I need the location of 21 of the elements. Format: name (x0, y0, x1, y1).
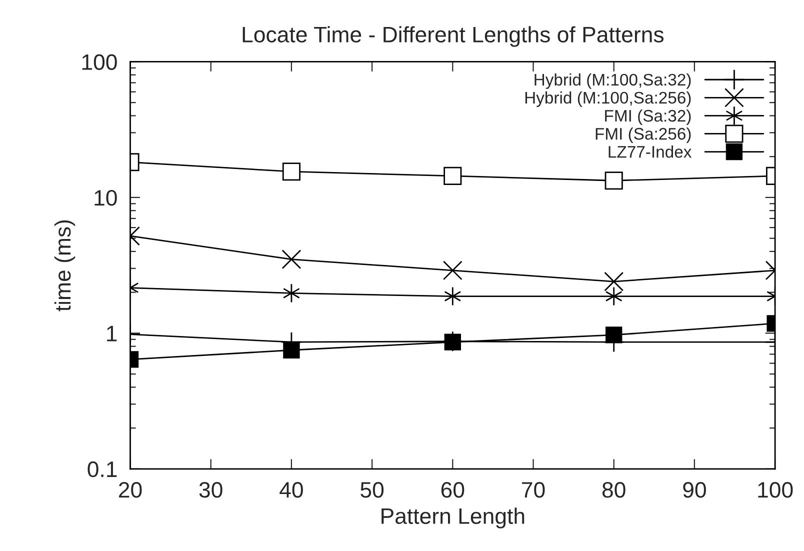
x-tick-label: 60 (441, 482, 464, 498)
legend-label: FMI (Sa:256) (596, 127, 691, 144)
x-tick-label: 30 (199, 482, 222, 498)
y-tick-label: 100 (82, 54, 117, 70)
legend-label: Hybrid (M:100,Sa:32) (534, 73, 691, 89)
legend-label: Hybrid (M:100,Sa:256) (525, 91, 691, 107)
x-tick-label: 20 (119, 482, 142, 498)
y-tick-label: 1 (107, 326, 117, 342)
x-axis-title: Pattern Length (382, 508, 524, 528)
chart-title: Locate Time - Different Lengths of Patterns (242, 26, 664, 47)
x-tick-label: 40 (280, 482, 303, 498)
y-tick-label: 0.1 (88, 461, 117, 478)
legend-label: FMI (Sa:32) (605, 109, 691, 125)
legend-label: LZ77-Index (608, 146, 692, 158)
x-tick-label: 80 (602, 482, 626, 498)
y-tick-label: 10 (94, 190, 117, 206)
x-tick-label: 100 (758, 482, 793, 498)
x-tick-label: 90 (683, 482, 706, 498)
x-tick-label: 50 (360, 482, 384, 498)
x-tick-label: 70 (522, 482, 545, 498)
y-axis-title: time (ms) (54, 220, 76, 312)
